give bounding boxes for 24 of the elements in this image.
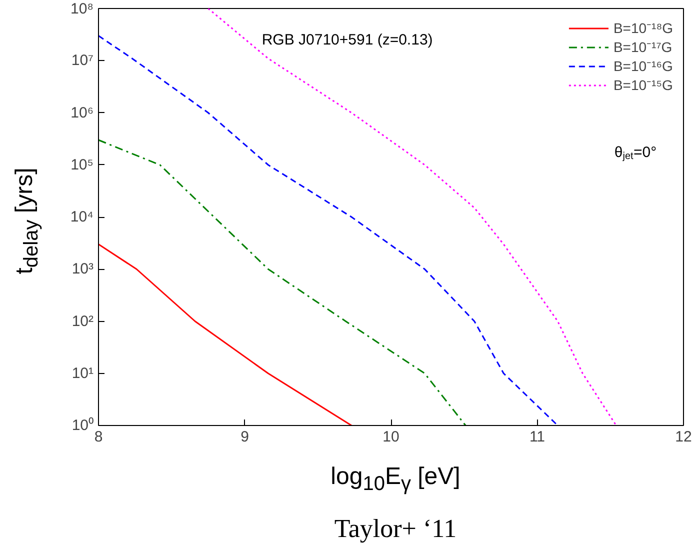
x-tick-label: 8 bbox=[94, 428, 103, 446]
x-tick-label: 12 bbox=[675, 428, 692, 446]
y-tick-label: 10³ bbox=[72, 260, 94, 278]
y-tick-label: 10⁵ bbox=[70, 156, 94, 174]
line-series bbox=[98, 244, 352, 426]
y-tick-label: 10² bbox=[72, 312, 94, 330]
legend-label: B=10⁻¹⁸G bbox=[613, 19, 673, 37]
y-tick-label: 10¹ bbox=[72, 364, 94, 382]
text: Taylor+ ‘11 bbox=[333, 513, 458, 545]
x-tick-label: 11 bbox=[529, 428, 546, 446]
y-tick-label: 10⁰ bbox=[72, 417, 94, 434]
y-tick-label: 10⁶ bbox=[70, 104, 94, 122]
line-series bbox=[98, 139, 466, 426]
y-tick-label: 10⁴ bbox=[70, 208, 94, 226]
annotation: RGB J0710+591 (z=0.13) bbox=[262, 31, 433, 48]
y-tick-label: 10⁷ bbox=[71, 52, 94, 70]
legend-label: B=10⁻¹⁶G bbox=[613, 57, 673, 75]
legend-label: B=10⁻¹⁵G bbox=[613, 76, 673, 94]
y-tick-label: 10⁸ bbox=[70, 0, 94, 18]
x-axis-title: log$_{10}$E$_{γ}$ [eV] bbox=[330, 462, 462, 497]
x-tick-label: 10 bbox=[382, 428, 400, 446]
legend-label: B=10⁻¹⁷G bbox=[613, 38, 672, 56]
x-tick-label: 9 bbox=[240, 428, 249, 446]
line-series bbox=[98, 35, 558, 426]
